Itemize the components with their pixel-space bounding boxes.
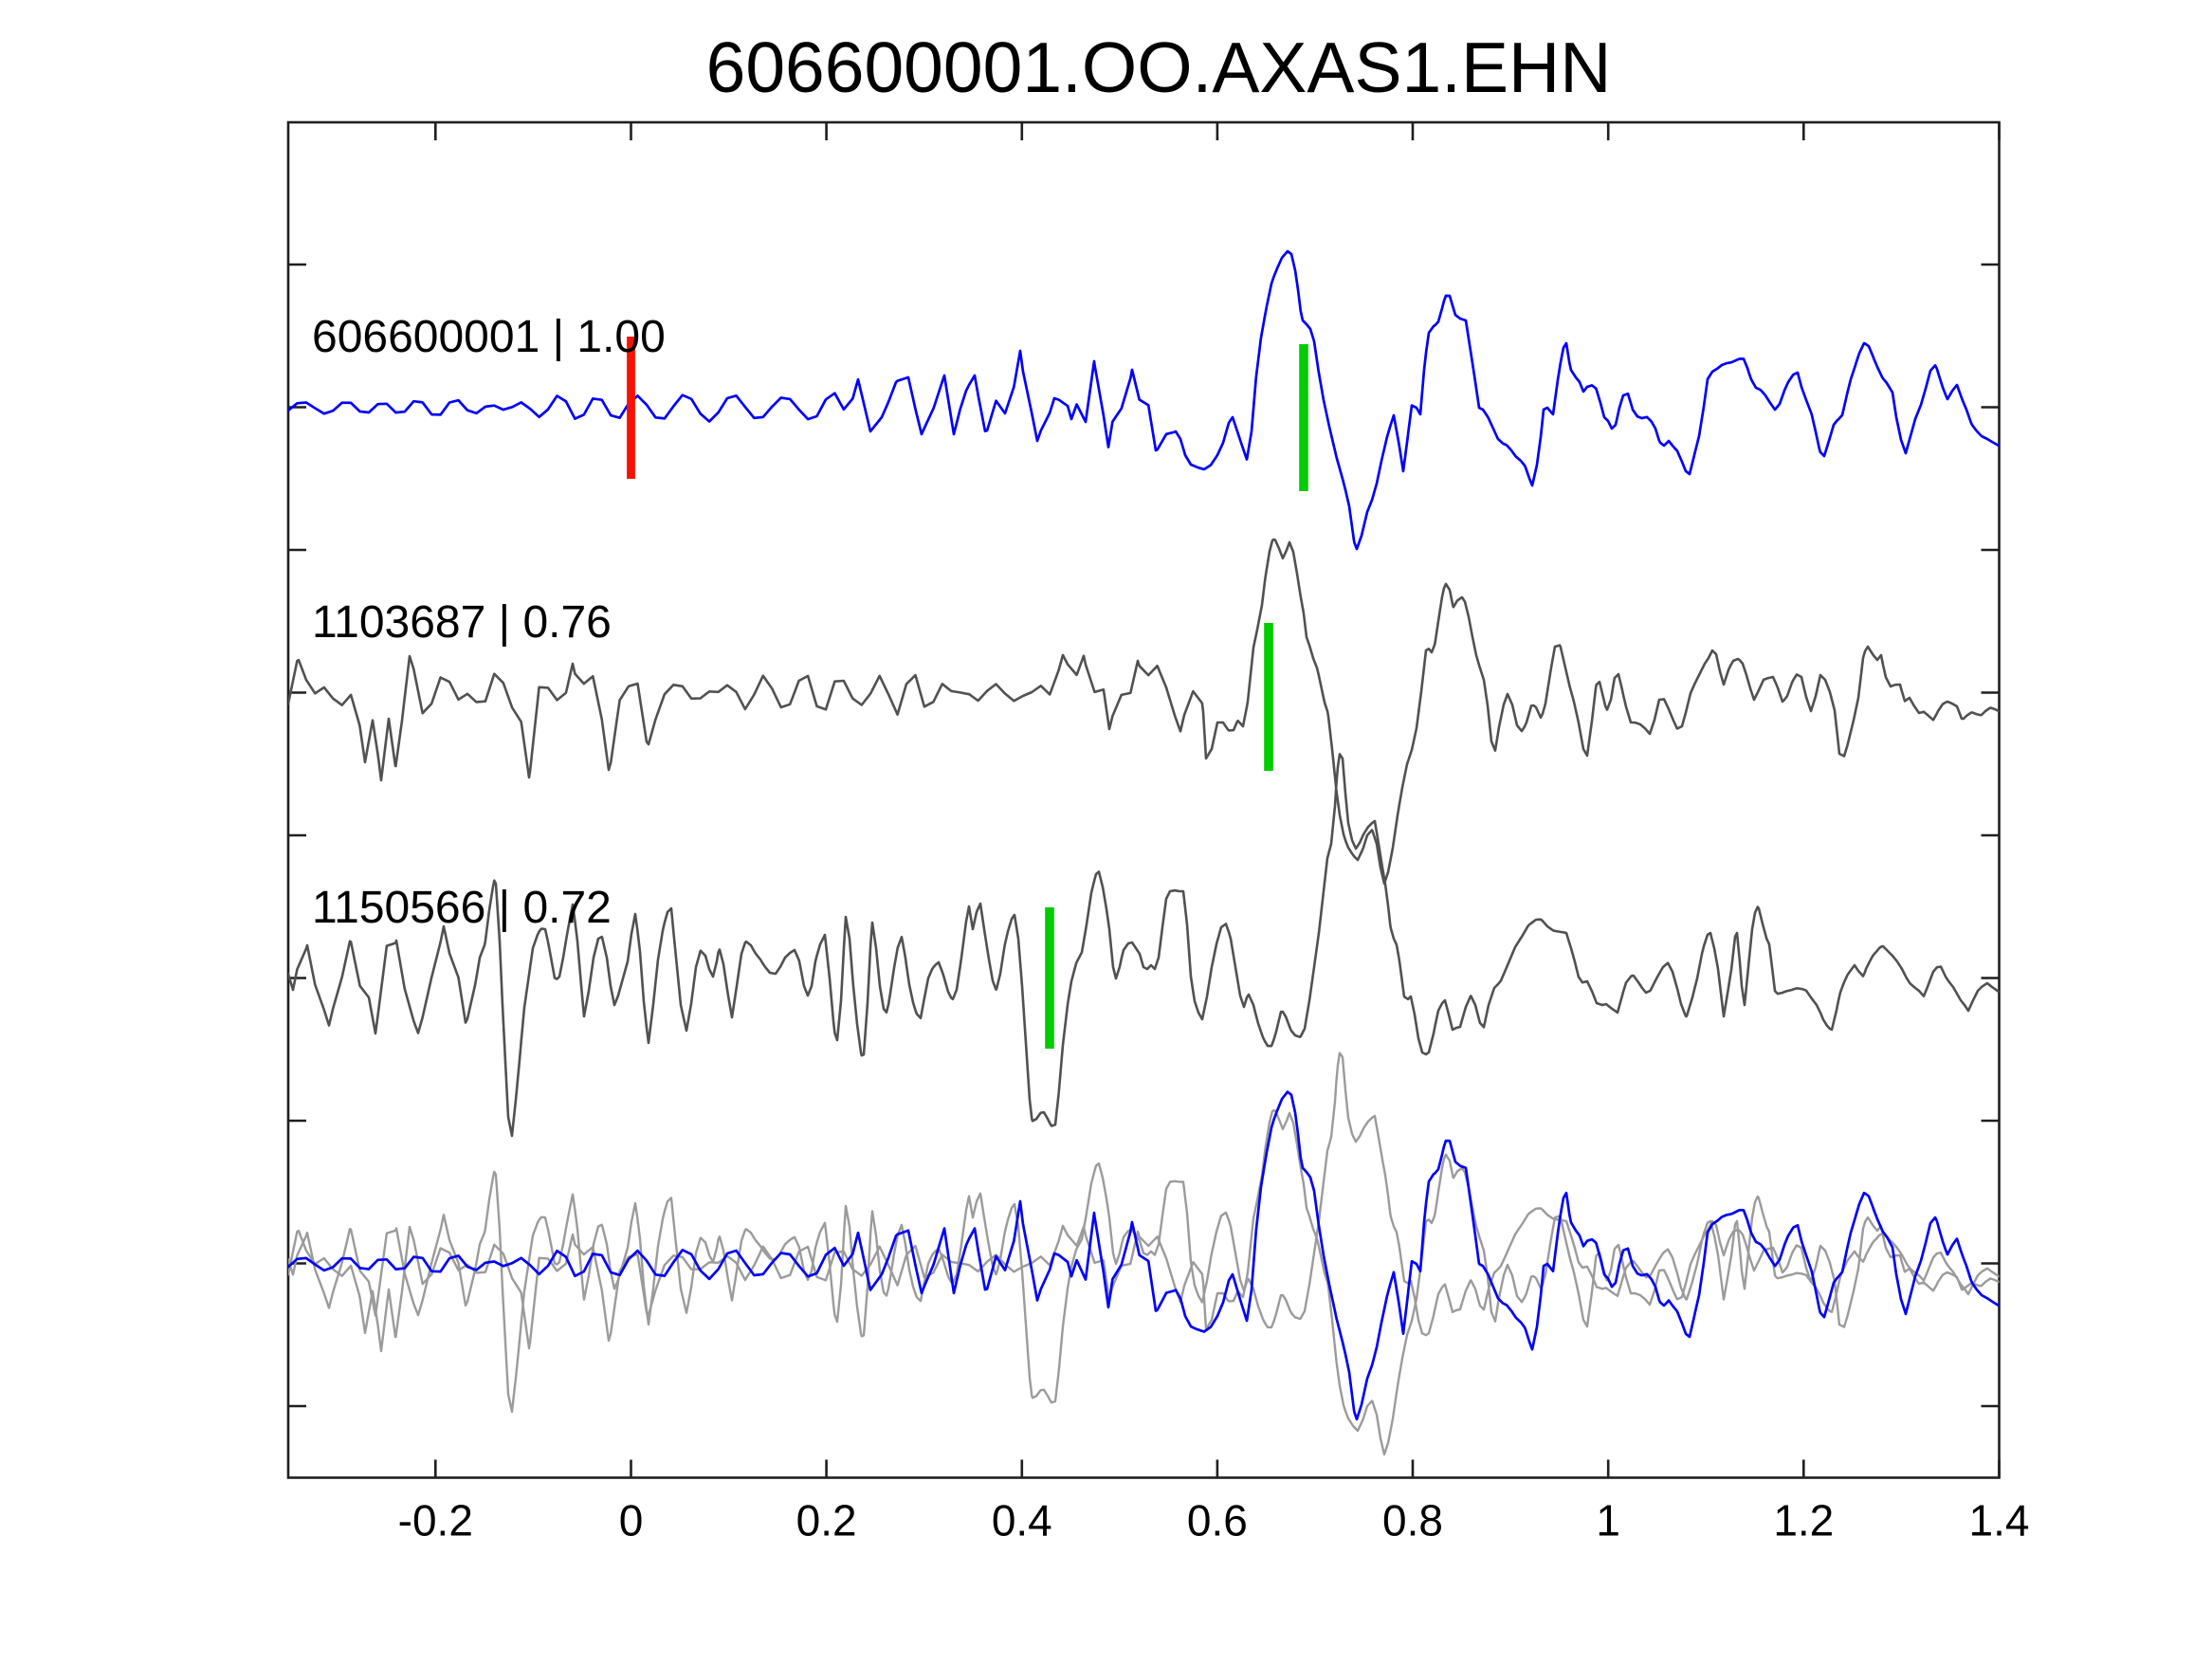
svg-text:0.4: 0.4 (992, 1496, 1052, 1545)
svg-text:0.8: 0.8 (1382, 1496, 1443, 1545)
svg-text:606600001 | 1.00: 606600001 | 1.00 (312, 312, 666, 362)
svg-text:0.2: 0.2 (796, 1496, 857, 1545)
svg-text:1: 1 (1596, 1496, 1620, 1545)
svg-text:606600001.OO.AXAS1.EHN: 606600001.OO.AXAS1.EHN (706, 27, 1612, 107)
svg-text:1150566 | 0.72: 1150566 | 0.72 (312, 883, 612, 933)
svg-text:0: 0 (619, 1496, 644, 1545)
svg-text:1103687 | 0.76: 1103687 | 0.76 (312, 597, 612, 648)
svg-text:-0.2: -0.2 (398, 1496, 473, 1545)
svg-text:0.6: 0.6 (1187, 1496, 1248, 1545)
svg-text:1.2: 1.2 (1773, 1496, 1834, 1545)
svg-text:1.4: 1.4 (1969, 1496, 2030, 1545)
